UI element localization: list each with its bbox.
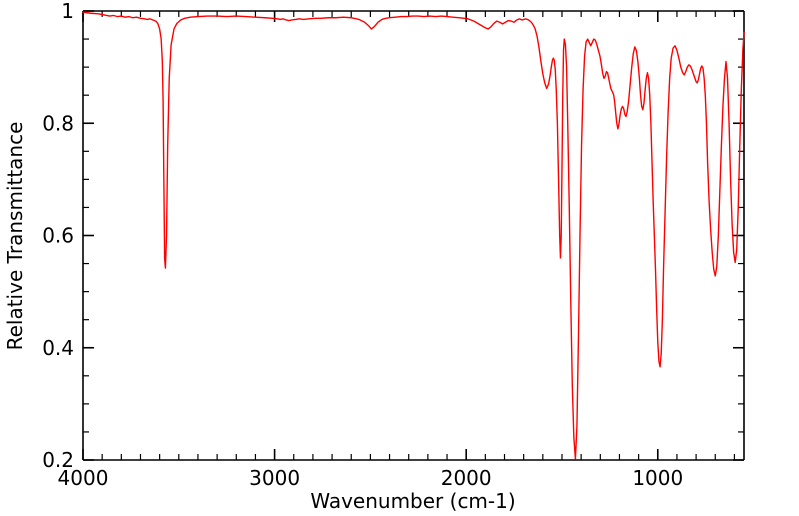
x-tick-group: [82, 11, 736, 460]
x-tick-label: 4000: [58, 466, 109, 490]
y-tick-label: 0.6: [42, 224, 74, 248]
x-tick-label: 3000: [249, 466, 300, 490]
y-axis-title: Relative Transmittance: [3, 122, 27, 351]
y-tick-label-group: 0.2 0.4 0.6 0.8 1: [42, 0, 74, 472]
y-tick-label: 1: [61, 0, 74, 23]
x-tick-label: 2000: [441, 466, 492, 490]
axes-frame: [82, 10, 745, 461]
y-tick-label: 0.4: [42, 336, 74, 360]
y-tick-group: [83, 10, 744, 461]
x-tick-label: 1000: [632, 466, 683, 490]
y-tick-label: 0.8: [42, 111, 74, 135]
x-axis-title: Wavenumber (cm-1): [310, 489, 515, 513]
spectrum-trace: [82, 11, 745, 460]
x-tick-label-group: 4000 3000 2000 1000: [58, 466, 684, 490]
y-tick-label: 0.2: [42, 448, 74, 472]
